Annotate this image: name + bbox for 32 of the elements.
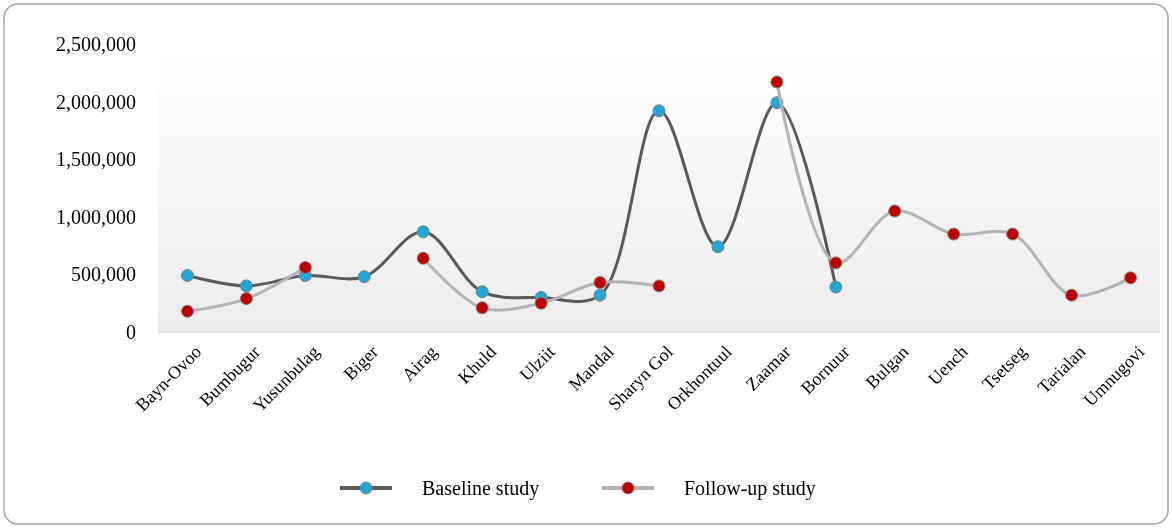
point: [180, 304, 194, 318]
point: [593, 288, 607, 302]
y-tick-label: 1,500,000: [56, 148, 136, 171]
point: [829, 256, 843, 270]
point: [711, 240, 725, 254]
point: [239, 279, 253, 293]
point: [416, 251, 430, 265]
point: [416, 225, 430, 239]
y-tick-label: 0: [126, 321, 136, 343]
point: [593, 275, 607, 289]
y-tick-label: 500,000: [71, 263, 136, 286]
y-tick-label: 1,000,000: [56, 205, 136, 228]
point: [475, 285, 489, 299]
point: [1124, 271, 1138, 285]
point: [770, 75, 784, 89]
point: [652, 104, 666, 118]
point: [239, 292, 253, 306]
point: [829, 280, 843, 294]
point: [1065, 288, 1079, 302]
point: [947, 227, 961, 241]
point: [357, 270, 371, 284]
point: [534, 296, 548, 310]
point: [298, 260, 312, 274]
legend-label: Follow-up study: [684, 477, 816, 500]
legend-label: Baseline study: [422, 477, 540, 500]
point: [1006, 227, 1020, 241]
y-tick-label: 2,500,000: [56, 33, 136, 55]
point: [475, 301, 489, 315]
point: [180, 269, 194, 283]
point: [652, 279, 666, 293]
y-tick-label: 2,000,000: [56, 90, 136, 113]
point: [888, 204, 902, 218]
